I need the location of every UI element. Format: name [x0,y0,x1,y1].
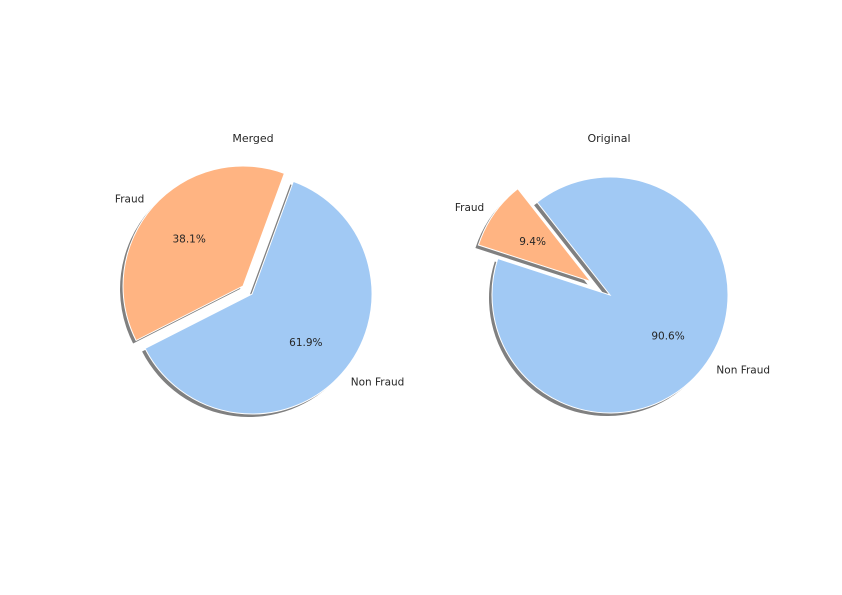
pie-slice-merged-fraud [122,165,286,342]
pie-pct-label-merged-non-fraud: 61.9% [289,337,322,349]
pie-pct-label-merged-fraud: 38.1% [172,233,205,245]
pie-pct-label-original-fraud: 9.4% [519,236,546,248]
pie-label-merged-fraud: Fraud [115,193,144,205]
pie-slice-merged-non-fraud [144,180,373,415]
pie-slice-original-non-fraud [491,176,729,414]
chart-title-merged: Merged [232,132,273,145]
pie-slice-original-fraud [477,188,593,283]
pie-label-original-fraud: Fraud [455,202,484,214]
chart-title-original: Original [587,132,630,145]
pie-chart-original: Original Non Fraud 90.6% Fraud 9.4% [455,132,770,417]
pie-pct-label-original-non-fraud: 90.6% [651,331,684,343]
pie-label-merged-non-fraud: Non Fraud [351,377,405,389]
pie-label-original-non-fraud: Non Fraud [716,364,770,376]
pie-chart-merged: Merged Non Fraud 61.9% Fraud 38.1% [115,132,404,417]
